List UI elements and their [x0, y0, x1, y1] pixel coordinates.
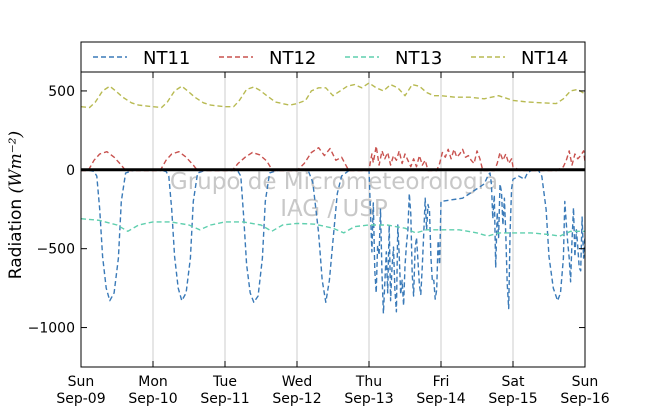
x-tick-label-date: Sep-10 [128, 391, 177, 407]
series-line-nt14 [80, 82, 586, 109]
legend-label: NT14 [521, 48, 568, 69]
legend-label: NT13 [395, 48, 442, 69]
y-axis-label-text: Radiation [6, 199, 26, 279]
x-axis: SunSep-09MonSep-10TueSep-11WedSep-12ThuS… [56, 72, 610, 407]
y-tick-label: −500 [37, 242, 75, 258]
x-tick-label-day: Sun [572, 374, 599, 390]
x-tick-label-date: Sep-16 [560, 391, 609, 407]
x-tick-label-day: Mon [138, 374, 168, 390]
vertical-grid [152, 72, 514, 367]
y-axis-label-unit: (Wm⁻²) [6, 131, 26, 194]
x-tick-label-date: Sep-15 [488, 391, 537, 407]
legend: NT11 NT12 NT13 NT14 [80, 41, 586, 73]
legend-label: NT11 [143, 48, 190, 69]
x-tick-label-date: Sep-09 [56, 391, 105, 407]
x-tick-label-day: Sun [68, 374, 95, 390]
watermark-line-1: Grupo de Micrometeorologia [170, 169, 498, 195]
series-lines [80, 82, 586, 315]
x-tick-label-day: Wed [282, 374, 313, 390]
y-tick-label: 500 [48, 84, 75, 100]
y-tick-label: 0 [66, 163, 75, 179]
y-tick-label: −1000 [28, 321, 75, 337]
series-line-nt13 [80, 218, 585, 237]
x-tick-label-day: Tue [212, 374, 237, 390]
x-tick-label-date: Sep-14 [416, 391, 465, 407]
x-tick-label-day: Sat [502, 374, 525, 390]
x-tick-label-date: Sep-13 [344, 391, 393, 407]
legend-label: NT12 [269, 48, 316, 69]
x-tick-label-date: Sep-11 [200, 391, 249, 407]
legend-box [80, 41, 586, 73]
watermark: Grupo de Micrometeorologia IAG / USP [170, 169, 498, 222]
series-line-nt11 [81, 169, 586, 315]
y-axis-label: Radiation (Wm⁻²) [6, 131, 26, 279]
x-tick-label-date: Sep-12 [272, 391, 321, 407]
y-axis: −1000 −500 0 500 [28, 84, 585, 337]
series-line-nt12 [81, 145, 586, 172]
watermark-line-2: IAG / USP [280, 196, 388, 222]
x-tick-label-day: Fri [433, 374, 450, 390]
x-tick-label-day: Thu [355, 374, 382, 390]
